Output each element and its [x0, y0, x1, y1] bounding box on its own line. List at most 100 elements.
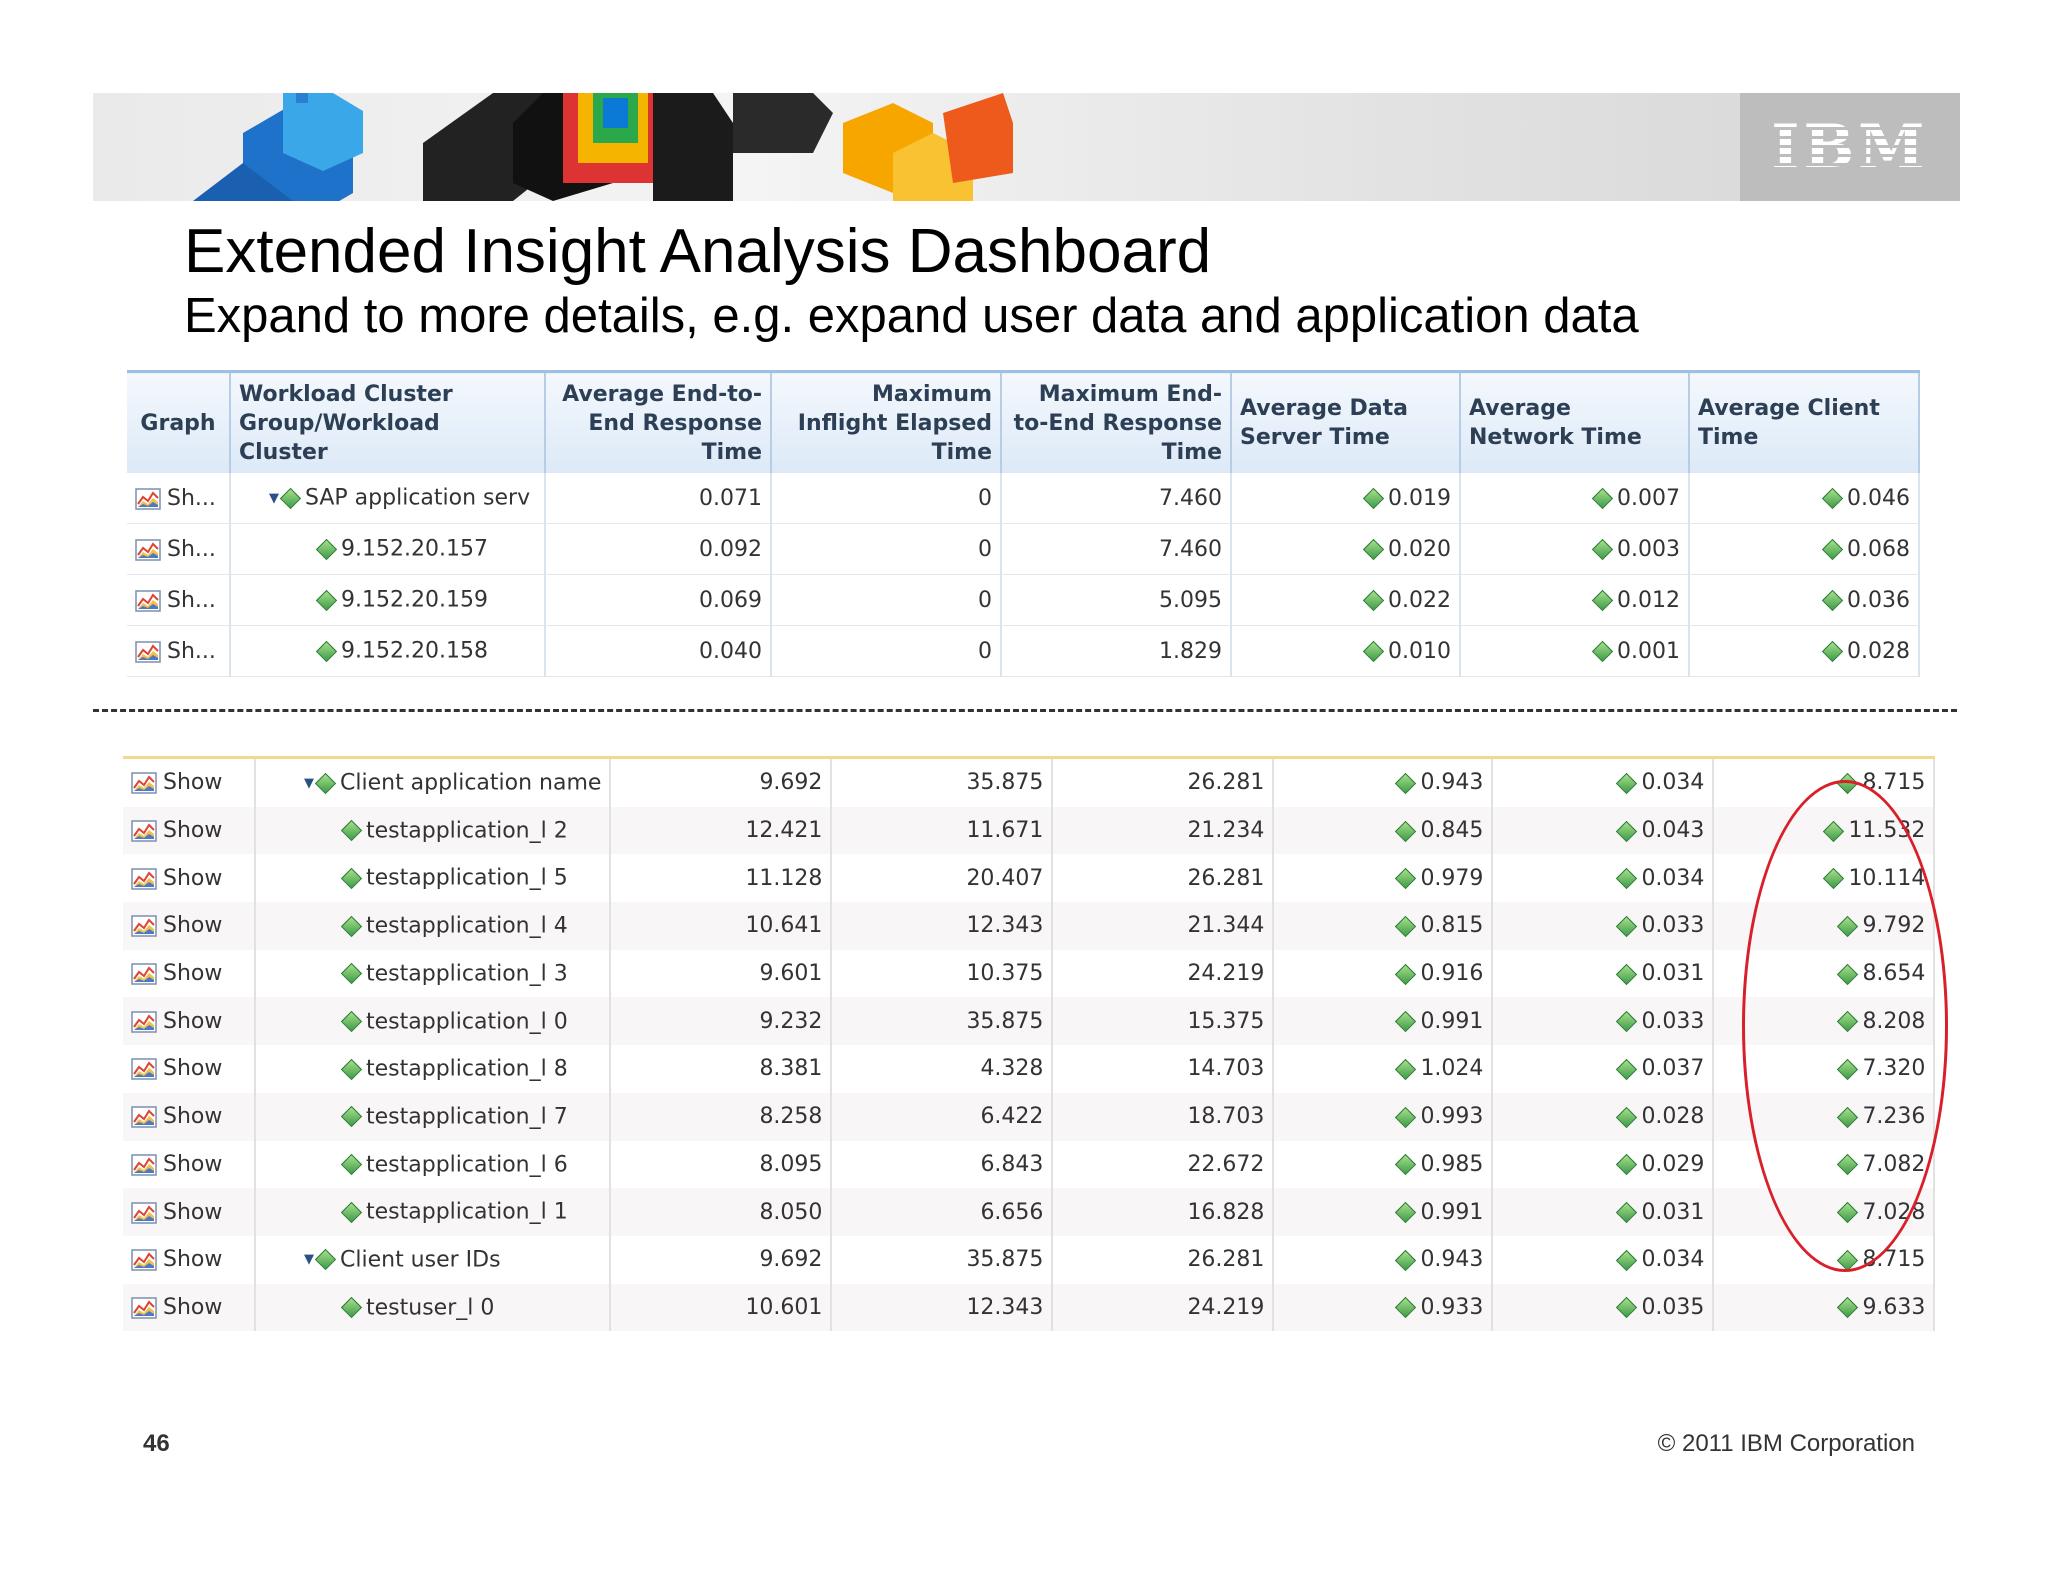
- header-avg-e2e[interactable]: Average End-to-End Response Time: [545, 371, 772, 473]
- name-cell[interactable]: testapplication_l 8: [255, 1045, 612, 1093]
- header-banner: IBM: [93, 93, 1960, 201]
- table-row[interactable]: Sh... ▼ SAP application serv 0.071 0 7.460 0.0…: [127, 473, 1920, 524]
- show-graph-link[interactable]: Show: [163, 818, 223, 844]
- avg-e2e-cell: 9.601: [610, 949, 833, 998]
- table-row[interactable]: Show testapplication_l 6 8.095 6.843 22.672 0…: [123, 1140, 1936, 1189]
- name-cell[interactable]: ▼ SAP application serv: [230, 473, 546, 524]
- max-e2e-cell: 1.829: [1001, 625, 1232, 677]
- max-e2e-cell: 7.460: [1001, 523, 1232, 575]
- table-row[interactable]: Show testapplication_l 7 8.258 6.422 18.703 0…: [123, 1092, 1936, 1141]
- graph-cell[interactable]: Show: [123, 1092, 256, 1141]
- table-row[interactable]: Show testapplication_l 5 11.128 20.407 26.28…: [123, 854, 1936, 903]
- show-graph-link[interactable]: Show: [163, 865, 223, 891]
- show-graph-link[interactable]: Sh...: [167, 485, 216, 511]
- show-graph-link[interactable]: Show: [163, 1199, 223, 1225]
- green-diamond-icon: [1395, 1154, 1417, 1176]
- name-cell[interactable]: testapplication_l 0: [255, 997, 612, 1046]
- show-graph-link[interactable]: Show: [163, 1104, 223, 1130]
- name-cell[interactable]: 9.152.20.159: [230, 574, 546, 626]
- show-graph-link[interactable]: Show: [163, 1247, 223, 1273]
- table-row[interactable]: Show testapplication_l 8 8.381 4.328 14.703 1…: [123, 1045, 1936, 1093]
- graph-cell[interactable]: Show: [123, 1045, 256, 1093]
- expand-triangle-icon[interactable]: ▼: [304, 1252, 314, 1268]
- header-avg-data-server[interactable]: Average Data Server Time: [1231, 371, 1461, 473]
- name-cell[interactable]: testapplication_l 4: [255, 902, 612, 950]
- name-cell[interactable]: ▼ Client application name: [255, 757, 612, 807]
- header-graph[interactable]: Graph: [127, 371, 231, 473]
- name-cell[interactable]: testuser_l 0: [255, 1283, 612, 1332]
- header-max-inflight[interactable]: Maximum Inflight Elapsed Time: [771, 371, 1002, 473]
- name-cell[interactable]: testapplication_l 1: [255, 1188, 612, 1236]
- max-e2e-cell: 16.828: [1052, 1188, 1275, 1236]
- graph-cell[interactable]: Show: [123, 806, 256, 855]
- graph-cell[interactable]: Show: [123, 854, 256, 903]
- graph-cell[interactable]: Show: [123, 1140, 256, 1189]
- show-graph-link[interactable]: Show: [163, 1008, 223, 1034]
- graph-cell[interactable]: Show: [123, 1188, 256, 1236]
- table-row[interactable]: Show testapplication_l 4 10.641 12.343 21.34…: [123, 902, 1936, 950]
- max-e2e-cell: 21.344: [1052, 902, 1275, 950]
- data-server-cell: 0.019: [1231, 473, 1461, 524]
- expand-triangle-icon[interactable]: ▼: [269, 490, 279, 506]
- expand-triangle-icon[interactable]: ▼: [304, 775, 314, 791]
- name-cell[interactable]: testapplication_l 6: [255, 1140, 612, 1189]
- graph-cell[interactable]: Show: [123, 1283, 256, 1332]
- avg-e2e-cell: 0.071: [545, 473, 772, 524]
- green-diamond-icon: [315, 640, 338, 662]
- show-graph-link[interactable]: Show: [163, 1056, 223, 1082]
- cluster-name: testapplication_l 7: [366, 1104, 568, 1130]
- graph-cell[interactable]: Show: [123, 757, 256, 807]
- show-graph-link[interactable]: Sh...: [167, 587, 216, 613]
- show-graph-link[interactable]: Sh...: [167, 536, 216, 562]
- data-server-cell: 0.933: [1273, 1283, 1494, 1332]
- show-graph-link[interactable]: Show: [163, 1294, 223, 1320]
- table-row[interactable]: Show testuser_l 0 10.601 12.343 24.219 0.933 0…: [123, 1283, 1936, 1332]
- client-application-table: Show ▼ Client application name 9.692 35.875 2…: [123, 756, 1936, 1332]
- graph-cell[interactable]: Show: [123, 949, 256, 998]
- header-workload-cluster[interactable]: Workload Cluster Group/Workload Cluster: [230, 371, 546, 473]
- graph-cell[interactable]: Sh...: [127, 523, 231, 575]
- name-cell[interactable]: testapplication_l 2: [255, 806, 612, 855]
- table-row[interactable]: Sh... 9.152.20.157 0.092 0 7.460 0.020 0.003 0.…: [127, 523, 1920, 575]
- green-diamond-icon: [1616, 820, 1638, 842]
- name-cell[interactable]: 9.152.20.158: [230, 625, 546, 677]
- graph-cell[interactable]: Sh...: [127, 473, 231, 524]
- header-avg-network[interactable]: Average Network Time: [1460, 371, 1690, 473]
- table-row[interactable]: Sh... 9.152.20.158 0.040 0 1.829 0.010 0.001 0.…: [127, 625, 1920, 677]
- max-e2e-cell: 5.095: [1001, 574, 1232, 626]
- cluster-name: testapplication_l 1: [366, 1199, 568, 1225]
- table-row[interactable]: Show testapplication_l 2 12.421 11.671 21.23…: [123, 806, 1936, 855]
- name-cell[interactable]: testapplication_l 5: [255, 854, 612, 903]
- header-avg-client[interactable]: Average Client Time: [1689, 371, 1920, 473]
- name-cell[interactable]: testapplication_l 3: [255, 949, 612, 998]
- name-cell[interactable]: 9.152.20.157: [230, 523, 546, 575]
- max-e2e-cell: 21.234: [1052, 806, 1275, 855]
- name-cell[interactable]: testapplication_l 7: [255, 1092, 612, 1141]
- table-row[interactable]: Show testapplication_l 3 9.601 10.375 24.219…: [123, 949, 1936, 998]
- network-cell: 0.043: [1492, 806, 1715, 855]
- graph-cell[interactable]: Show: [123, 1235, 256, 1284]
- table-row[interactable]: Show testapplication_l 0 9.232 35.875 15.375…: [123, 997, 1936, 1046]
- table-row[interactable]: Sh... 9.152.20.159 0.069 0 5.095 0.022 0.012 0.…: [127, 574, 1920, 626]
- show-graph-link[interactable]: Sh...: [167, 638, 216, 664]
- graph-cell[interactable]: Show: [123, 997, 256, 1046]
- show-graph-link[interactable]: Show: [163, 770, 223, 796]
- table-row[interactable]: Show testapplication_l 1 8.050 6.656 16.828 0…: [123, 1188, 1936, 1236]
- green-diamond-icon: [315, 538, 338, 560]
- max-e2e-cell: 18.703: [1052, 1092, 1275, 1141]
- show-graph-link[interactable]: Show: [163, 1151, 223, 1177]
- client-cell: 9.633: [1713, 1283, 1936, 1332]
- name-cell[interactable]: ▼ Client user IDs: [255, 1235, 612, 1284]
- graph-cell[interactable]: Sh...: [127, 574, 231, 626]
- max-e2e-cell: 14.703: [1052, 1045, 1275, 1093]
- avg-e2e-cell: 0.069: [545, 574, 772, 626]
- graph-cell[interactable]: Show: [123, 902, 256, 950]
- graph-cell[interactable]: Sh...: [127, 625, 231, 677]
- table-row[interactable]: Show ▼ Client application name 9.692 35.875 2…: [123, 757, 1936, 807]
- show-graph-link[interactable]: Show: [163, 961, 223, 987]
- data-server-cell: 0.845: [1273, 806, 1494, 855]
- table-row[interactable]: Show ▼ Client user IDs 9.692 35.875 26.281 0.9…: [123, 1235, 1936, 1284]
- show-graph-link[interactable]: Show: [163, 913, 223, 939]
- cluster-name: testapplication_l 8: [366, 1056, 568, 1082]
- header-max-e2e[interactable]: Maximum End-to-End Response Time: [1001, 371, 1232, 473]
